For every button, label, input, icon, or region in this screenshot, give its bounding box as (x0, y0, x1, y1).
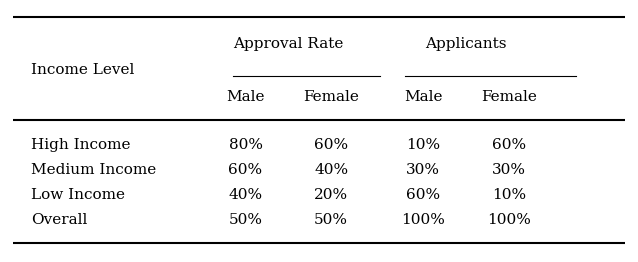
Text: 60%: 60% (492, 138, 526, 152)
Text: Male: Male (404, 90, 442, 104)
Text: Female: Female (481, 90, 537, 104)
Text: Income Level: Income Level (31, 63, 135, 77)
Text: Approval Rate: Approval Rate (233, 37, 344, 51)
Text: 40%: 40% (228, 188, 263, 202)
Text: 20%: 20% (314, 188, 348, 202)
Text: 40%: 40% (314, 163, 348, 177)
Text: Overall: Overall (31, 213, 87, 227)
Text: Female: Female (303, 90, 359, 104)
Text: Applicants: Applicants (426, 37, 507, 51)
Text: 60%: 60% (314, 138, 348, 152)
Text: 100%: 100% (487, 213, 531, 227)
Text: Medium Income: Medium Income (31, 163, 156, 177)
Text: 10%: 10% (492, 188, 526, 202)
Text: 30%: 30% (492, 163, 526, 177)
Text: 10%: 10% (406, 138, 440, 152)
Text: 50%: 50% (228, 213, 262, 227)
Text: 100%: 100% (401, 213, 445, 227)
Text: 80%: 80% (228, 138, 262, 152)
Text: 50%: 50% (315, 213, 348, 227)
Text: High Income: High Income (31, 138, 131, 152)
Text: 60%: 60% (228, 163, 263, 177)
Text: 30%: 30% (406, 163, 440, 177)
Text: Male: Male (226, 90, 265, 104)
Text: 60%: 60% (406, 188, 440, 202)
Text: Low Income: Low Income (31, 188, 125, 202)
